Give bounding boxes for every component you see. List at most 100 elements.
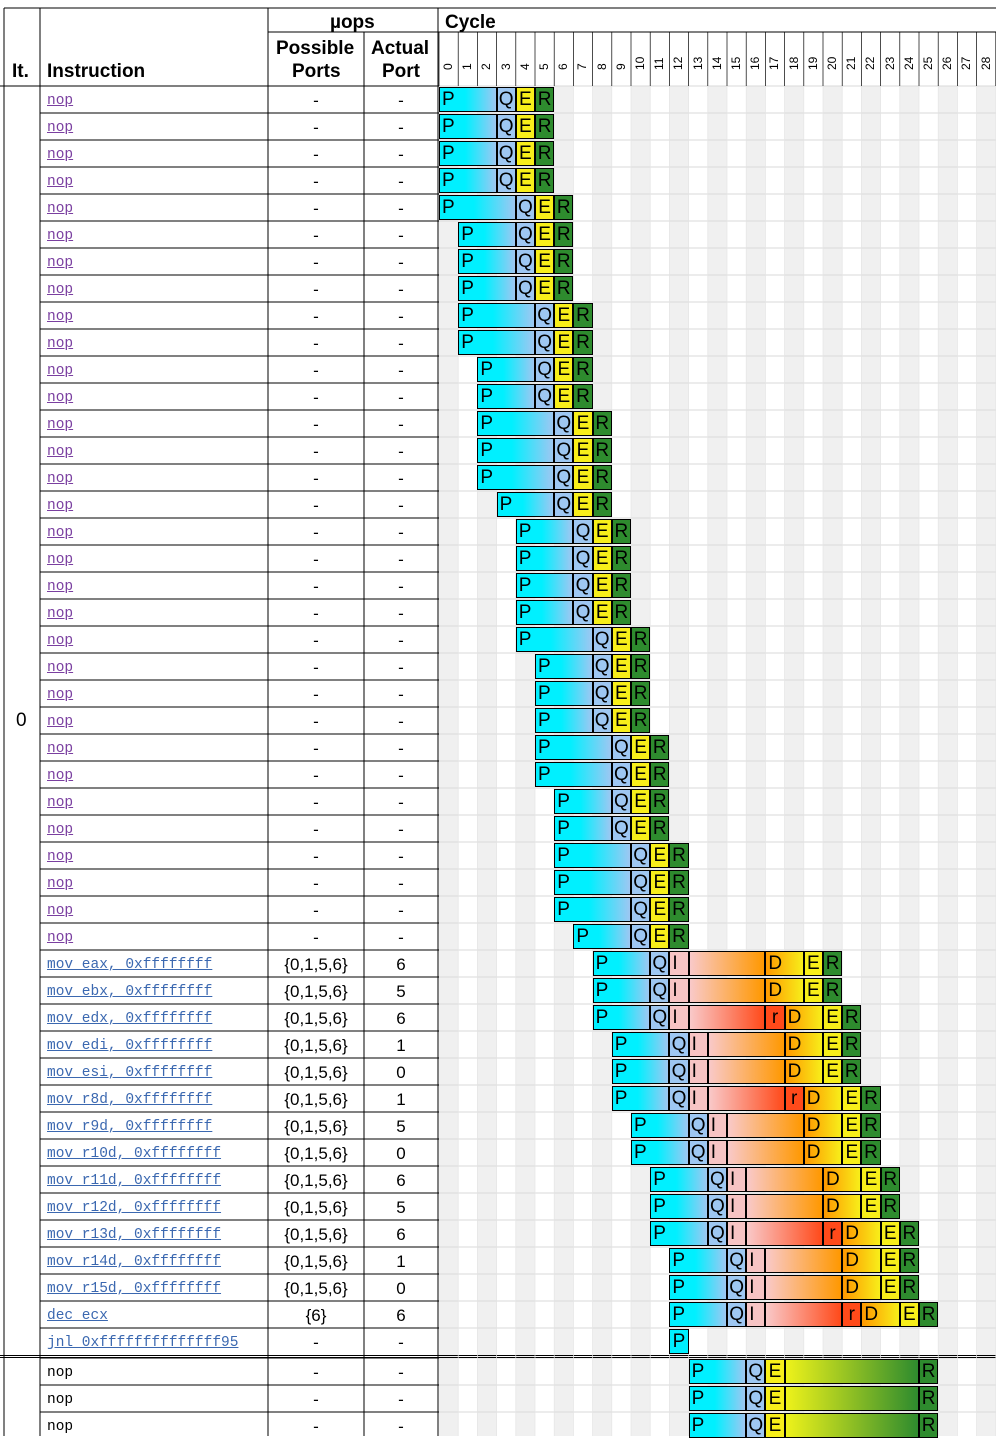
instruction-link[interactable]: mov r13d, 0xffffffff — [47, 1227, 222, 1243]
possible-ports-cell: - — [313, 928, 319, 947]
instruction-link[interactable]: mov r11d, 0xffffffff — [47, 1173, 222, 1189]
instruction-link[interactable]: nop — [47, 930, 74, 946]
stage-queue: Q — [611, 762, 631, 787]
stage-execute: E — [611, 654, 631, 679]
instruction-link[interactable]: mov esi, 0xffffffff — [47, 1065, 213, 1081]
instruction-link[interactable]: nop — [47, 525, 74, 541]
instruction-link[interactable]: nop — [47, 201, 74, 217]
stage-queue: Q — [650, 1005, 670, 1030]
instruction-link[interactable]: jnl 0xffffffffffffff95 — [47, 1335, 239, 1351]
instruction-link[interactable]: nop — [47, 309, 74, 325]
instruction-link[interactable]: dec ecx — [47, 1308, 108, 1324]
instruction-link[interactable]: nop — [47, 876, 74, 892]
stage-execute: E — [803, 978, 823, 1003]
actual-port-cell: - — [398, 280, 404, 299]
cycle-number: 5 — [537, 63, 551, 70]
actual-port-cell: 1 — [396, 1036, 406, 1055]
stage-execute: E — [765, 1359, 785, 1384]
instruction-link[interactable]: mov eax, 0xffffffff — [47, 957, 213, 973]
possible-ports-cell: - — [313, 496, 319, 515]
stage-retire: R — [823, 978, 843, 1003]
possible-ports-cell: {0,1,5,6} — [284, 1090, 348, 1109]
header-possible: Possible — [276, 38, 355, 59]
cycle-number: 22 — [863, 56, 878, 70]
stage-predecode: P — [573, 924, 631, 949]
instruction-link[interactable]: nop — [47, 660, 74, 676]
instruction-link[interactable]: mov r10d, 0xffffffff — [47, 1146, 222, 1162]
stage-execute: E — [515, 87, 535, 112]
header-actual: Actual — [371, 38, 430, 59]
possible-ports-cell: - — [313, 874, 319, 893]
possible-ports-cell: - — [313, 91, 319, 110]
instruction-link[interactable]: nop — [47, 390, 74, 406]
instruction-link[interactable]: nop — [47, 174, 74, 190]
stage-queue: Q — [611, 816, 631, 841]
instruction-link[interactable]: mov r15d, 0xffffffff — [47, 1281, 222, 1297]
stage-predecode: P — [554, 789, 612, 814]
possible-ports-cell: - — [313, 901, 319, 920]
instruction-link[interactable]: nop — [47, 363, 74, 379]
instruction-link[interactable]: nop — [47, 93, 74, 109]
stage-execute: E — [823, 1032, 843, 1057]
instruction-link[interactable]: mov r8d, 0xffffffff — [47, 1092, 213, 1108]
actual-port-cell: - — [398, 145, 404, 164]
instruction-link[interactable]: nop — [47, 282, 74, 298]
instruction-link[interactable]: nop — [47, 417, 74, 433]
instruction-link[interactable]: nop — [47, 498, 74, 514]
instruction-link[interactable]: nop — [47, 741, 74, 757]
instruction-link[interactable]: nop — [47, 228, 74, 244]
stage-predecode: P — [592, 951, 651, 976]
instruction-link[interactable]: mov edi, 0xffffffff — [47, 1038, 213, 1054]
instruction-link[interactable]: mov r14d, 0xffffffff — [47, 1254, 222, 1270]
stage-wait — [688, 951, 766, 976]
instruction-link[interactable]: nop — [47, 147, 74, 163]
stage-retire: R — [899, 1275, 919, 1300]
instruction-link[interactable]: nop — [47, 822, 74, 838]
actual-port-cell: - — [398, 793, 404, 812]
actual-port-cell: - — [398, 469, 404, 488]
stage-predecode: P — [535, 654, 593, 679]
instruction-link[interactable]: mov ebx, 0xffffffff — [47, 984, 213, 1000]
instruction-link[interactable]: mov r9d, 0xffffffff — [47, 1119, 213, 1135]
instruction-link[interactable]: nop — [47, 336, 74, 352]
stage-predecode: P — [458, 330, 535, 355]
instruction-link[interactable]: nop — [47, 255, 74, 271]
stage-predecode: P — [535, 762, 612, 787]
stage-retire: R — [573, 384, 593, 409]
actual-port-cell: 6 — [396, 1171, 406, 1190]
instruction-link[interactable]: nop — [47, 633, 74, 649]
stage-issue: I — [669, 978, 689, 1003]
instruction-link[interactable]: nop — [47, 795, 74, 811]
stage-retire: R — [842, 1005, 862, 1030]
stage-queue: Q — [688, 1113, 708, 1138]
possible-ports-cell: {0,1,5,6} — [284, 1225, 348, 1244]
instruction-link[interactable]: nop — [47, 120, 74, 136]
possible-ports-cell: {0,1,5,6} — [284, 982, 348, 1001]
stage-queue: Q — [650, 951, 670, 976]
stage-predecode: P — [631, 1140, 689, 1165]
actual-port-cell: 1 — [396, 1252, 406, 1271]
stage-queue: Q — [707, 1221, 727, 1246]
instruction-link[interactable]: mov r12d, 0xffffffff — [47, 1200, 222, 1216]
stage-queue: Q — [554, 465, 574, 490]
stage-queue: Q — [611, 789, 631, 814]
instruction-link[interactable]: nop — [47, 687, 74, 703]
instruction-link[interactable]: nop — [47, 444, 74, 460]
instruction-link[interactable]: nop — [47, 714, 74, 730]
stage-predecode: P — [458, 276, 516, 301]
header-uops: µops — [330, 12, 375, 33]
stage-execute: E — [592, 600, 612, 625]
instruction-link[interactable]: nop — [47, 471, 74, 487]
instruction-link[interactable]: nop — [47, 606, 74, 622]
instruction-link[interactable]: nop — [47, 579, 74, 595]
possible-ports-cell: {0,1,5,6} — [284, 1252, 348, 1271]
instruction-link[interactable]: mov edx, 0xffffffff — [47, 1011, 213, 1027]
instruction-link[interactable]: nop — [47, 903, 74, 919]
instruction-link[interactable]: nop — [47, 552, 74, 568]
possible-ports-cell: {0,1,5,6} — [284, 1036, 348, 1055]
instruction-link[interactable]: nop — [47, 768, 74, 784]
possible-ports-cell: - — [313, 658, 319, 677]
actual-port-cell: 0 — [396, 1144, 406, 1163]
instruction-link[interactable]: nop — [47, 849, 74, 865]
